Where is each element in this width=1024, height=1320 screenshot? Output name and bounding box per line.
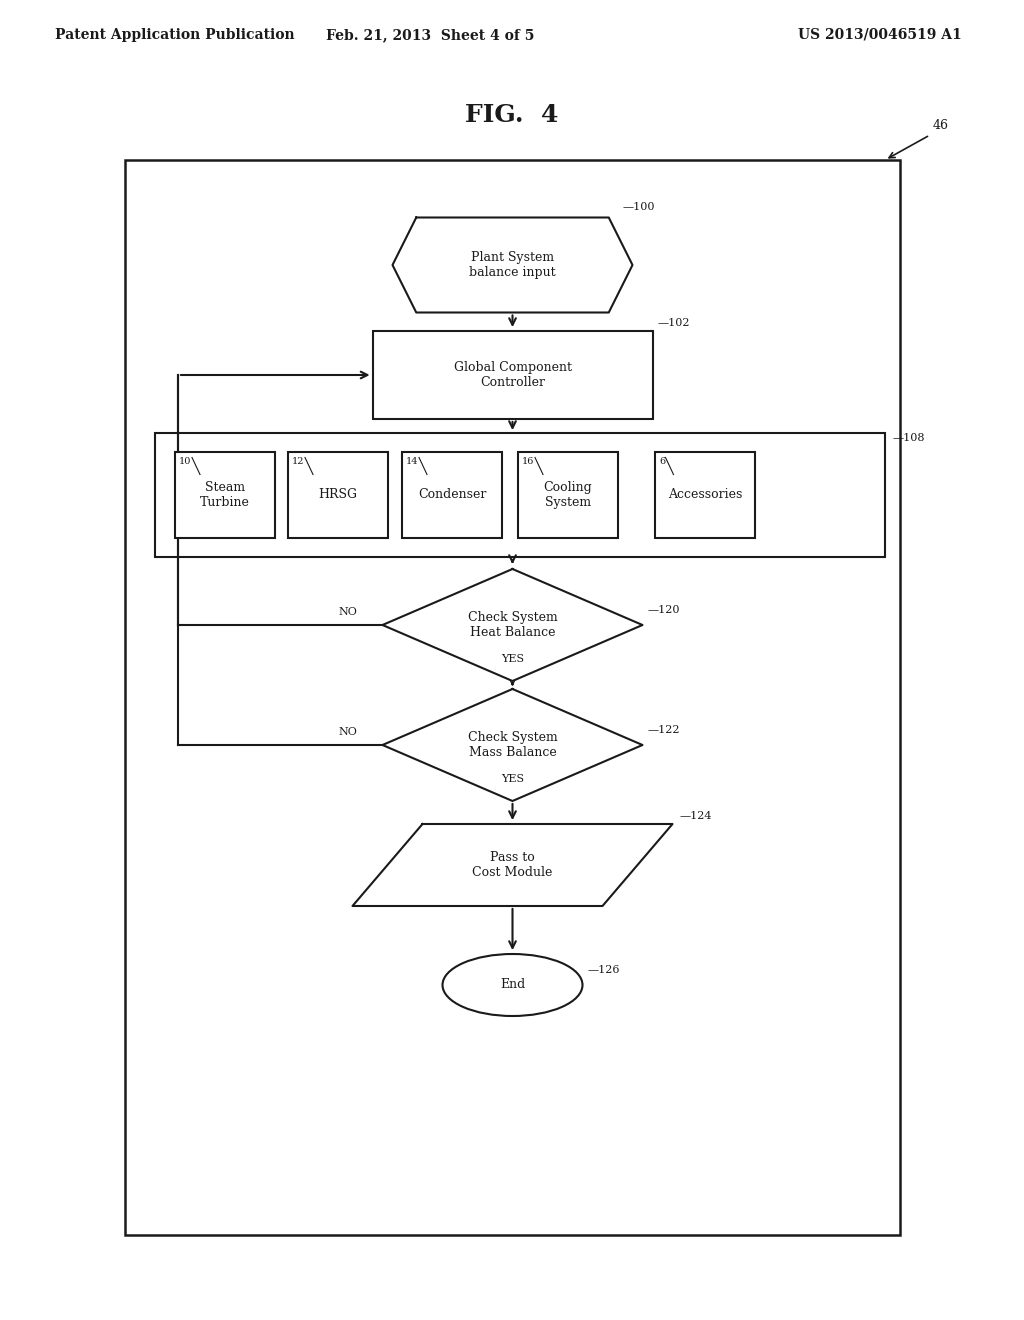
Text: Steam
Turbine: Steam Turbine: [200, 480, 250, 510]
Text: Cooling
System: Cooling System: [544, 480, 592, 510]
Text: 16: 16: [522, 458, 535, 466]
Text: Condenser: Condenser: [418, 488, 486, 502]
Text: 10: 10: [179, 458, 191, 466]
Text: FIG.  4: FIG. 4: [465, 103, 559, 127]
Text: —100: —100: [623, 202, 655, 213]
Text: —108: —108: [893, 433, 926, 444]
Bar: [402, 453, 502, 537]
Text: YES: YES: [501, 774, 524, 784]
Bar: [655, 453, 755, 537]
Text: Global Component
Controller: Global Component Controller: [454, 360, 571, 389]
Text: —102: —102: [657, 318, 690, 327]
Text: NO: NO: [338, 607, 357, 616]
Text: —122: —122: [647, 725, 680, 735]
Text: Check System
Mass Balance: Check System Mass Balance: [468, 731, 557, 759]
Polygon shape: [383, 689, 642, 801]
Ellipse shape: [442, 954, 583, 1016]
Bar: [373, 331, 652, 418]
Text: NO: NO: [338, 727, 357, 737]
Bar: [155, 433, 885, 557]
Polygon shape: [383, 569, 642, 681]
Text: End: End: [500, 978, 525, 991]
Bar: [288, 453, 388, 537]
Text: Feb. 21, 2013  Sheet 4 of 5: Feb. 21, 2013 Sheet 4 of 5: [326, 28, 535, 42]
Bar: [125, 160, 900, 1236]
Text: Pass to
Cost Module: Pass to Cost Module: [472, 851, 553, 879]
Polygon shape: [352, 824, 673, 906]
Text: —124: —124: [680, 810, 712, 821]
Text: 6: 6: [659, 458, 666, 466]
Text: Patent Application Publication: Patent Application Publication: [55, 28, 295, 42]
Bar: [518, 453, 618, 537]
Text: 12: 12: [292, 458, 304, 466]
Text: 14: 14: [406, 458, 419, 466]
Text: Accessories: Accessories: [668, 488, 742, 502]
Text: Plant System
balance input: Plant System balance input: [469, 251, 556, 279]
Polygon shape: [392, 218, 633, 313]
Text: HRSG: HRSG: [318, 488, 357, 502]
Text: —126: —126: [588, 965, 620, 975]
Text: YES: YES: [501, 653, 524, 664]
Text: —120: —120: [647, 605, 680, 615]
Text: Check System
Heat Balance: Check System Heat Balance: [468, 611, 557, 639]
Text: US 2013/0046519 A1: US 2013/0046519 A1: [798, 28, 962, 42]
Bar: [175, 453, 275, 537]
Text: 46: 46: [933, 119, 949, 132]
